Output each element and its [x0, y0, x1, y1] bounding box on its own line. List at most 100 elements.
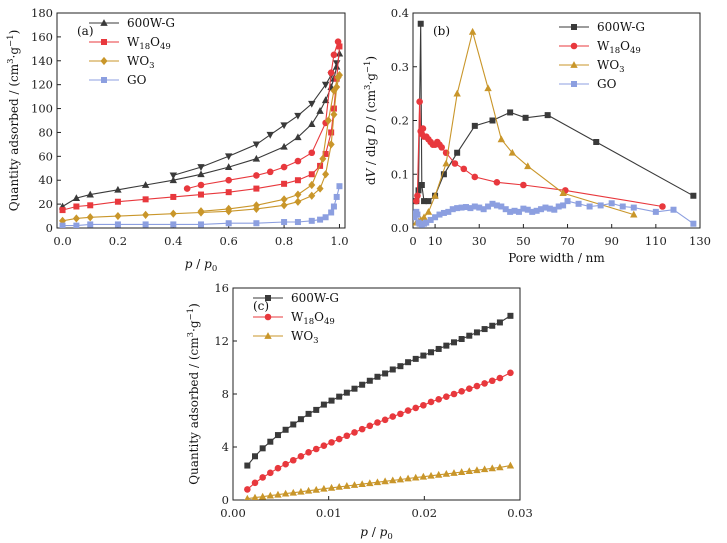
x-tick-label: 0.00 — [220, 506, 246, 520]
legend-item: W18O49 — [559, 39, 641, 56]
y-tick-label: 0.2 — [391, 114, 409, 128]
data-point — [308, 120, 316, 127]
data-point — [280, 163, 288, 171]
y-tick-label: 20 — [38, 197, 53, 211]
data-point — [313, 406, 320, 413]
data-point — [290, 421, 297, 428]
data-point — [114, 198, 121, 205]
data-point — [350, 481, 359, 488]
data-point — [198, 191, 204, 198]
data-point — [434, 470, 443, 478]
legend: 600W-G W18O49 WO3 — [253, 291, 339, 346]
data-point — [321, 81, 330, 89]
data-point — [294, 190, 302, 199]
data-point — [333, 82, 341, 92]
legend-item: 600W-G — [253, 291, 339, 305]
data-point — [327, 483, 336, 491]
data-point — [473, 466, 481, 474]
data-point — [197, 170, 205, 178]
data-point — [420, 352, 427, 359]
legend-item: WO3 — [89, 54, 155, 71]
data-point — [320, 401, 327, 408]
data-point — [524, 206, 531, 213]
data-point — [366, 377, 373, 384]
legend-item: W18O49 — [253, 310, 335, 327]
x-tick-label: 0.6 — [220, 234, 238, 248]
data-point — [374, 373, 381, 380]
y-tick-label: 8 — [222, 387, 229, 401]
data-point — [259, 474, 266, 481]
data-point — [471, 173, 479, 181]
data-point — [251, 493, 259, 500]
y-tick-label: 160 — [31, 30, 53, 44]
data-point — [336, 43, 343, 50]
data-point — [690, 220, 697, 227]
data-point — [405, 359, 412, 366]
data-point — [542, 204, 549, 211]
series-600w-g — [413, 20, 697, 205]
data-point — [308, 171, 315, 178]
data-point — [449, 206, 456, 213]
data-point — [316, 107, 324, 114]
data-point — [59, 207, 66, 214]
data-point — [294, 219, 301, 226]
data-point — [489, 322, 496, 329]
data-point — [305, 449, 312, 456]
data-point — [267, 469, 274, 477]
data-point — [282, 460, 289, 468]
data-point — [280, 142, 288, 150]
data-point — [320, 442, 328, 449]
legend-item: GO — [89, 73, 147, 87]
data-point — [244, 494, 251, 500]
data-point — [442, 159, 450, 167]
series-line — [200, 77, 339, 212]
data-point — [575, 200, 582, 207]
series-600w-g — [58, 49, 344, 210]
data-point — [442, 469, 451, 477]
data-point — [465, 385, 473, 393]
data-point — [440, 209, 447, 216]
data-point — [225, 204, 233, 213]
legend-item: 600W-G — [89, 16, 175, 30]
data-point — [597, 202, 604, 209]
legend-label: WO3 — [597, 58, 625, 75]
data-point — [266, 491, 275, 499]
data-point — [484, 84, 492, 92]
data-point — [496, 463, 504, 471]
data-point — [451, 160, 459, 167]
data-point — [197, 164, 205, 171]
legend-marker — [101, 39, 107, 45]
data-point — [454, 149, 461, 156]
data-point — [73, 222, 80, 228]
data-point — [281, 489, 290, 497]
panel-label: (c) — [253, 299, 269, 313]
data-point — [493, 179, 501, 186]
x-tick-label: 0.01 — [316, 506, 342, 520]
data-point — [619, 203, 626, 210]
legend-marker — [571, 24, 577, 30]
x-tick-label: 0.2 — [109, 234, 127, 248]
data-point — [281, 180, 288, 187]
data-point — [413, 197, 420, 205]
data-point — [322, 214, 329, 221]
x-tick-label: 0 — [409, 234, 416, 248]
data-point — [417, 20, 424, 27]
data-point — [333, 193, 340, 200]
data-point — [373, 478, 382, 486]
data-point — [198, 221, 204, 228]
data-point — [435, 396, 442, 403]
data-point — [471, 122, 478, 129]
data-point — [659, 203, 666, 210]
data-point — [381, 477, 389, 485]
legend-label: WO3 — [127, 54, 155, 71]
data-point — [450, 339, 457, 346]
y-tick-label: 80 — [38, 125, 53, 139]
data-point — [86, 213, 94, 222]
data-point — [312, 445, 320, 453]
data-point — [224, 163, 233, 170]
data-point — [690, 192, 697, 199]
data-point — [252, 141, 261, 149]
data-point — [488, 464, 496, 472]
legend-label: GO — [127, 73, 147, 87]
